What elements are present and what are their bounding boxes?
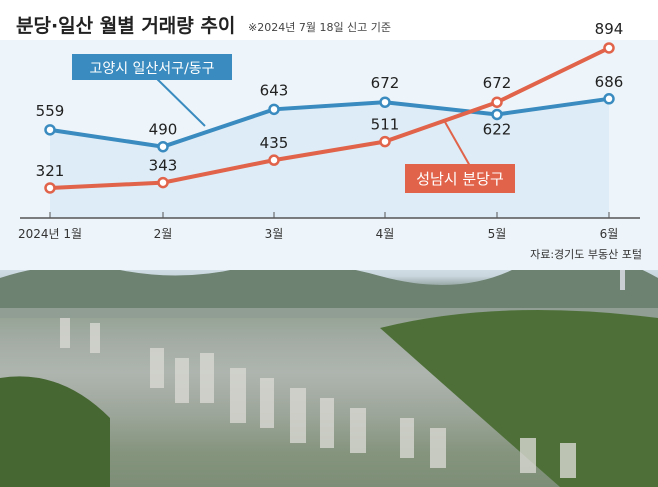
- photo-illustration: [0, 258, 658, 487]
- data-label: 435: [260, 134, 289, 152]
- orange-label-leader: [444, 121, 471, 167]
- legend-blue-label: 고양시 일산서구/동구: [89, 61, 214, 77]
- data-label: 511: [371, 116, 400, 134]
- data-point: [603, 42, 615, 54]
- data-label: 894: [595, 20, 624, 38]
- legend-orange-box: [405, 164, 515, 193]
- data-label: 343: [149, 157, 178, 175]
- source-note: 자료:경기도 부동산 포털: [530, 248, 642, 261]
- line-chart: 분당·일산 월별 거래량 추이 ※2024년 7월 18일 신고 기준 2024…: [0, 15, 658, 270]
- data-point: [44, 124, 56, 136]
- aerial-city-photo: [0, 258, 658, 487]
- data-point: [268, 154, 280, 166]
- data-point: [491, 96, 503, 108]
- blue-label-leader: [149, 71, 206, 127]
- data-point: [44, 182, 56, 194]
- data-point: [268, 103, 280, 116]
- data-label: 672: [483, 74, 512, 92]
- data-point: [603, 93, 615, 105]
- data-label: 643: [260, 81, 289, 99]
- chart-title: 분당·일산 월별 거래량 추이: [16, 15, 235, 37]
- series-line-1: [49, 46, 610, 190]
- x-tick-label: 5월: [488, 227, 507, 241]
- chart-note: ※2024년 7월 18일 신고 기준: [248, 20, 391, 34]
- x-tick-label: 2월: [154, 227, 173, 241]
- data-point: [157, 140, 169, 153]
- x-tick-label: 4월: [376, 227, 395, 241]
- data-label: 622: [483, 120, 512, 138]
- data-point: [379, 135, 391, 148]
- x-tick-label: 6월: [600, 227, 619, 241]
- x-tick-label: 2024년 1월: [18, 227, 82, 241]
- data-label: 559: [36, 102, 65, 120]
- x-tick-label: 3월: [265, 227, 284, 241]
- data-label: 686: [595, 73, 624, 91]
- data-point: [491, 108, 503, 121]
- data-point: [379, 96, 391, 108]
- data-label: 321: [36, 162, 65, 180]
- data-label: 490: [149, 121, 178, 139]
- series-line-0: [49, 96, 610, 149]
- legend-orange-label: 성남시 분당구: [416, 170, 504, 188]
- data-point: [157, 176, 169, 189]
- legend-blue-box: [72, 54, 232, 80]
- data-label: 672: [371, 74, 400, 92]
